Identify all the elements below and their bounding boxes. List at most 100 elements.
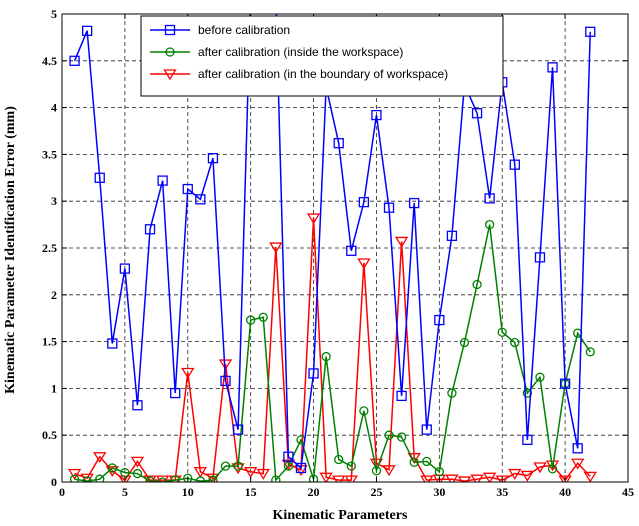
y-tick-label: 2.5 xyxy=(42,241,57,255)
data-point xyxy=(459,337,470,348)
x-tick-label: 15 xyxy=(245,485,257,499)
series-2 xyxy=(67,213,597,482)
legend-label: after calibration (in the boundary of wo… xyxy=(198,67,448,81)
data-point xyxy=(434,467,444,477)
data-point xyxy=(69,474,80,482)
legend-swatch-marker xyxy=(163,69,177,81)
y-tick-label: 3 xyxy=(51,194,57,208)
data-point xyxy=(256,468,270,480)
data-point xyxy=(208,475,218,482)
data-point xyxy=(508,468,522,480)
data-point xyxy=(321,351,331,362)
data-point xyxy=(145,476,155,482)
data-point xyxy=(232,424,244,435)
data-point xyxy=(107,463,117,473)
y-tick-label: 4 xyxy=(51,101,57,115)
data-point xyxy=(484,193,495,204)
data-point xyxy=(509,159,520,170)
data-point xyxy=(94,172,105,183)
data-point xyxy=(422,456,432,467)
y-tick-label: 0.5 xyxy=(42,428,57,442)
data-point xyxy=(585,347,595,357)
data-point xyxy=(271,475,281,482)
data-point xyxy=(420,475,434,482)
data-point xyxy=(346,245,357,256)
data-point xyxy=(119,263,131,274)
data-point xyxy=(157,477,168,482)
y-tick-label: 2 xyxy=(51,288,57,302)
data-point xyxy=(558,475,572,482)
data-point xyxy=(195,476,206,482)
data-point xyxy=(193,467,208,478)
data-point xyxy=(218,359,233,371)
data-point xyxy=(583,471,597,482)
x-tick-label: 40 xyxy=(559,485,571,499)
data-point xyxy=(244,467,258,478)
data-point xyxy=(409,197,420,209)
data-point xyxy=(571,458,585,470)
y-tick-label: 5 xyxy=(51,7,57,21)
legend-entry: before calibration xyxy=(150,23,290,37)
series-line xyxy=(74,218,591,482)
data-point xyxy=(269,242,283,254)
data-point xyxy=(132,400,143,411)
x-tick-label: 0 xyxy=(59,485,65,499)
data-point xyxy=(120,467,130,478)
data-point xyxy=(82,476,92,482)
data-point xyxy=(471,108,483,119)
x-tick-label: 5 xyxy=(122,485,128,499)
y-tick-label: 3.5 xyxy=(42,147,57,161)
data-point xyxy=(69,55,80,66)
data-point xyxy=(572,443,583,454)
data-point xyxy=(332,475,346,482)
data-point xyxy=(295,462,307,474)
data-point xyxy=(357,258,371,270)
data-point xyxy=(396,390,407,402)
data-point xyxy=(421,424,432,435)
data-point xyxy=(170,387,181,399)
data-point xyxy=(446,230,458,241)
data-point xyxy=(308,368,319,379)
data-point xyxy=(220,461,231,471)
data-point xyxy=(533,462,547,474)
x-tick-label: 10 xyxy=(182,485,194,499)
legend-swatch-marker xyxy=(165,47,175,57)
data-point xyxy=(371,466,382,476)
x-tick-label: 45 xyxy=(622,485,634,499)
data-point xyxy=(359,406,369,416)
data-point xyxy=(306,213,321,225)
data-point xyxy=(170,475,180,482)
data-point xyxy=(82,25,93,36)
data-point xyxy=(195,194,206,205)
data-point xyxy=(394,236,409,248)
data-point xyxy=(107,338,118,349)
data-point xyxy=(183,473,193,482)
data-point xyxy=(409,457,419,467)
x-axis-label: Kinematic Parameters xyxy=(273,508,408,523)
data-point xyxy=(447,388,457,398)
data-point xyxy=(281,459,296,471)
data-point xyxy=(522,388,533,398)
x-tick-label: 20 xyxy=(308,485,320,499)
data-point xyxy=(346,461,356,471)
data-point xyxy=(283,451,294,462)
data-point xyxy=(144,224,156,235)
data-point xyxy=(207,152,219,164)
legend-entry: after calibration (in the boundary of wo… xyxy=(150,67,448,81)
data-point xyxy=(535,372,545,382)
data-point xyxy=(206,473,220,482)
legend-label: after calibration (inside the workspace) xyxy=(198,45,403,59)
data-point xyxy=(383,202,395,213)
data-point xyxy=(384,430,394,440)
data-point xyxy=(547,464,558,474)
y-tick-label: 4.5 xyxy=(42,54,57,68)
data-point xyxy=(220,375,231,387)
data-point xyxy=(283,461,294,471)
y-tick-label: 1.5 xyxy=(42,335,57,349)
data-point xyxy=(396,432,407,442)
y-tick-label: 0 xyxy=(51,475,57,489)
data-point xyxy=(155,475,170,482)
y-tick-label: 1 xyxy=(51,381,57,395)
data-point xyxy=(130,456,145,468)
data-point xyxy=(547,62,558,73)
